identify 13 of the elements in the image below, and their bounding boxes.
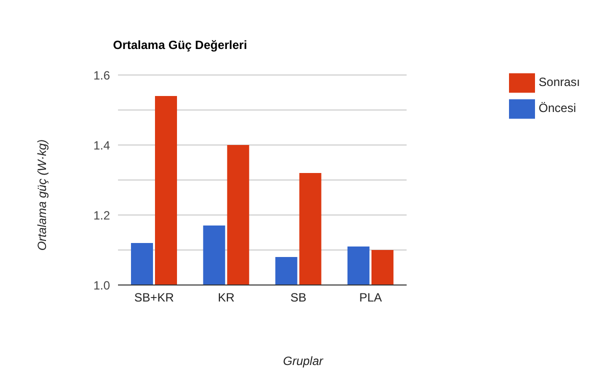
y-tick-label: 1.2 <box>93 208 110 222</box>
legend-label: Sonrası <box>538 75 580 90</box>
y-tick-label: 1.6 <box>93 68 110 82</box>
x-axis-title: Gruplar <box>282 354 324 368</box>
x-tick-label: SB <box>290 290 306 305</box>
y-tick-label: 1.0 <box>93 278 110 292</box>
x-tick-label: PLA <box>359 290 382 305</box>
y-axis-title: Ortalama güç (W·kg) <box>35 139 49 251</box>
y-tick-label: 1.4 <box>93 138 110 152</box>
legend-label: Öncesi <box>538 101 576 116</box>
chart-title: Ortalama Güç Değerleri <box>113 38 248 52</box>
x-tick-label: KR <box>218 290 235 305</box>
x-tick-label: SB+KR <box>134 290 174 305</box>
